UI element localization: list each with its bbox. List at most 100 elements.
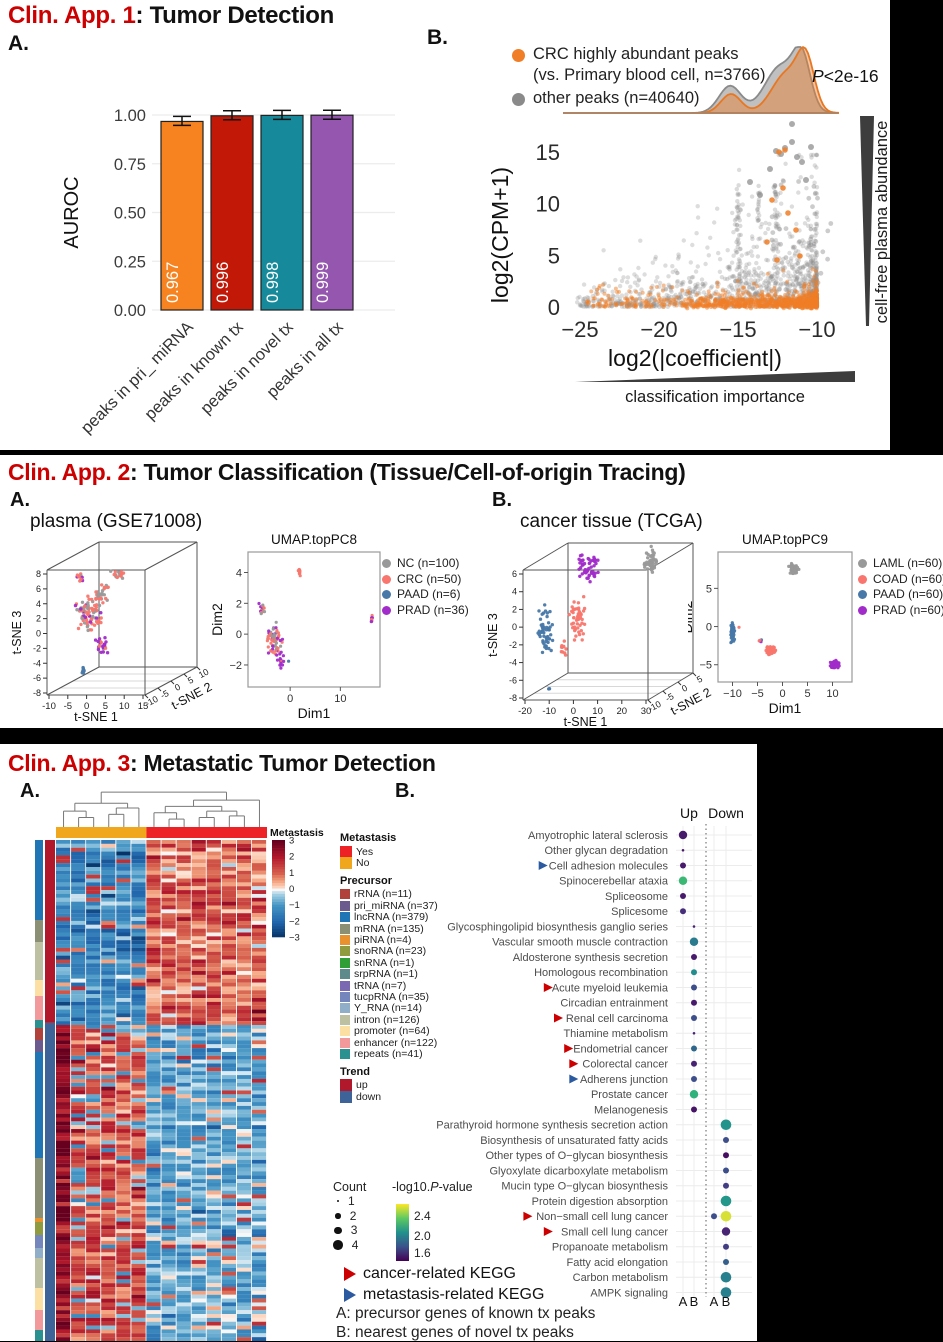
svg-text:0: 0 xyxy=(36,629,41,639)
legend-label: piRNA (n=4) xyxy=(354,934,411,946)
legend-label: snRNA (n=1) xyxy=(354,957,414,969)
count-legend-item: 4 xyxy=(333,1238,388,1253)
legend-label: up xyxy=(356,1079,368,1091)
legend-swatch-icon xyxy=(340,857,352,869)
svg-text:10: 10 xyxy=(826,688,838,700)
svg-text:1.00: 1.00 xyxy=(114,107,146,125)
svg-text:10: 10 xyxy=(119,701,130,712)
panel-b-label-app2: B. xyxy=(492,489,512,512)
pvalue-tick-label: 2.0 xyxy=(414,1229,431,1243)
svg-text:-10: -10 xyxy=(42,701,56,712)
legend-swatch-icon xyxy=(340,1026,350,1036)
kegg-marker-item: metastasis-related KEGG xyxy=(344,1284,544,1305)
svg-text:-2: -2 xyxy=(33,643,41,653)
legend-dot-icon xyxy=(382,575,391,584)
count-legend-item: 1 xyxy=(333,1194,388,1209)
svg-text:-5: -5 xyxy=(64,701,72,712)
svg-text:log2(CPM+1): log2(CPM+1) xyxy=(487,167,513,303)
legend-swatch-icon xyxy=(340,912,350,922)
scatter-legend: CRC highly abundant peaks(vs. Primary bl… xyxy=(512,44,765,111)
triangle-marker-icon xyxy=(344,1288,356,1302)
svg-text:0.999: 0.999 xyxy=(314,262,332,303)
svg-text:Dim2: Dim2 xyxy=(688,600,695,633)
legend-label: srpRNA (n=1) xyxy=(354,968,418,980)
legend-label: NC (n=100) xyxy=(397,557,459,571)
legend-label: PAAD (n=6) xyxy=(397,588,460,602)
legend-dot-icon xyxy=(382,559,391,568)
kegg-marker-label: cancer-related KEGG xyxy=(363,1265,516,1283)
legend-label: tRNA (n=7) xyxy=(354,980,406,992)
svg-text:UMAP.topPC9: UMAP.topPC9 xyxy=(742,532,828,547)
svg-text:5: 5 xyxy=(548,243,560,268)
legend-label: LAML (n=60) xyxy=(873,557,942,571)
footnote-line: A: precursor genes of known tx peaks xyxy=(336,1304,595,1323)
legend-swatch-icon xyxy=(340,1015,350,1025)
svg-text:Dim1: Dim1 xyxy=(769,700,802,716)
svg-text:5: 5 xyxy=(706,583,712,595)
footnote-line: B: nearest genes of novel tx peaks xyxy=(336,1323,595,1342)
scatter-legend-item: other peaks (n=40640) xyxy=(512,88,765,109)
legend-swatch-icon xyxy=(340,992,350,1002)
svg-text:0: 0 xyxy=(287,693,293,705)
svg-text:0.996: 0.996 xyxy=(214,262,232,303)
legend-dot-icon xyxy=(382,606,391,615)
svg-text:0.50: 0.50 xyxy=(114,205,146,223)
legend-label: down xyxy=(356,1091,381,1103)
count-label: 3 xyxy=(351,1223,358,1237)
legend-swatch-icon xyxy=(340,958,350,968)
svg-text:15: 15 xyxy=(536,140,560,165)
legend-swatch-icon xyxy=(340,969,350,979)
class-legend-item: LAML (n=60) xyxy=(858,557,943,571)
pvalue-symbol: P xyxy=(812,66,824,86)
svg-text:8: 8 xyxy=(36,569,41,579)
count-dot-icon xyxy=(337,1200,339,1202)
legend-label: PAAD (n=60) xyxy=(873,588,943,602)
count-label: 2 xyxy=(350,1209,357,1223)
legend-label: CRC highly abundant peaks(vs. Primary bl… xyxy=(533,44,765,86)
panel-a-label-app1: A. xyxy=(8,32,29,56)
panel-a-label-app2: A. xyxy=(10,489,30,512)
legend-dot-icon xyxy=(858,590,867,599)
legend-dot-icon xyxy=(382,590,391,599)
count-dot-icon xyxy=(335,1213,341,1219)
svg-text:0: 0 xyxy=(779,688,785,700)
count-legend-item: 3 xyxy=(333,1223,388,1238)
svg-text:10: 10 xyxy=(536,192,560,217)
legend-label: lncRNA (n=379) xyxy=(354,911,428,923)
legend-label: enhancer (n=122) xyxy=(354,1037,437,1049)
svg-text:-8: -8 xyxy=(33,688,41,698)
legend-swatch-icon xyxy=(340,1079,352,1091)
plasma-legend: NC (n=100)CRC (n=50)PAAD (n=6)PRAD (n=36… xyxy=(382,557,469,619)
class-legend-item: COAD (n=60) xyxy=(858,573,943,587)
svg-text:2: 2 xyxy=(512,604,517,614)
svg-text:-2: -2 xyxy=(509,640,517,650)
svg-text:0: 0 xyxy=(173,682,182,693)
svg-text:0: 0 xyxy=(706,622,712,634)
svg-text:-4: -4 xyxy=(509,658,517,668)
svg-text:0: 0 xyxy=(512,622,517,632)
legend-swatch-icon xyxy=(340,946,350,956)
legend-label: PRAD (n=36) xyxy=(397,604,469,618)
legend-label: pri_miRNA (n=37) xyxy=(354,900,438,912)
svg-text:t-SNE 3: t-SNE 3 xyxy=(486,613,500,657)
clin-app-3-title-text: : Metastatic Tumor Detection xyxy=(130,750,436,776)
pvalue-gradient-bar xyxy=(396,1204,409,1261)
legend-label: tucpRNA (n=35) xyxy=(354,991,429,1003)
legend-swatch-icon xyxy=(340,1049,350,1059)
legend-swatch-icon xyxy=(340,981,350,991)
count-legend-item: 2 xyxy=(333,1209,388,1224)
tcga-legend: LAML (n=60) COAD (n=60)PAAD (n=60) PRAD (n… xyxy=(858,557,943,619)
legend-swatch-icon xyxy=(340,1038,350,1048)
class-legend-item: PRAD (n=60) xyxy=(858,604,943,618)
legend-label: Yes xyxy=(356,846,373,858)
class-legend-item: NC (n=100) xyxy=(382,557,469,571)
pvalue-text: <2e-16 xyxy=(824,66,879,86)
legend-swatch-icon xyxy=(340,1091,352,1103)
